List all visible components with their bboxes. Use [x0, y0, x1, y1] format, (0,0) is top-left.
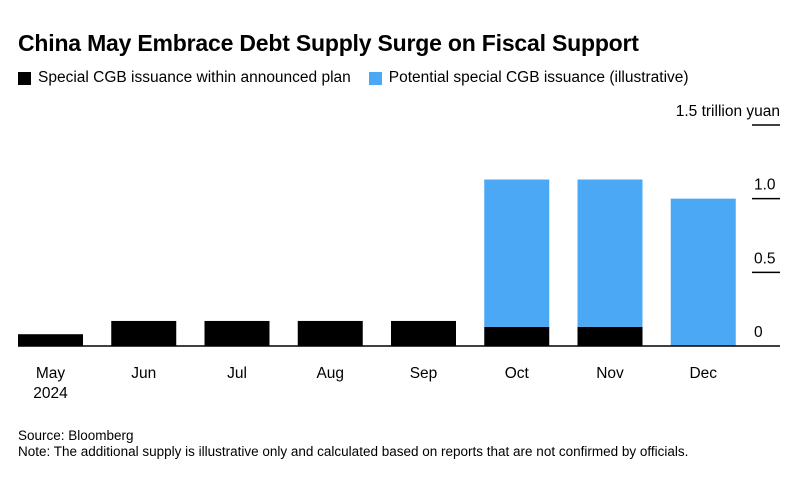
- legend-swatch-planned: [18, 71, 31, 85]
- chart-title: China May Embrace Debt Supply Surge on F…: [18, 30, 639, 56]
- x-tick-label: Oct: [505, 365, 530, 382]
- footer: Source: Bloomberg Note: The additional s…: [18, 428, 788, 460]
- x-tick-label: Aug: [316, 365, 344, 382]
- bar-dec-series-1: [670, 198, 736, 346]
- legend-item-planned: Special CGB issuance within announced pl…: [18, 69, 351, 87]
- legend-swatch-potential: [368, 71, 382, 85]
- bar-chart: May 2024 Jun Jul Aug Sep Oct Nov Dec 0 0.5 1.0 1.5 t…: [18, 103, 780, 402]
- legend-label-potential: Potential special CGB issuance (illustra…: [388, 69, 689, 86]
- bar-jul-series-0: [204, 320, 270, 346]
- bar-may-series-0: [18, 334, 83, 346]
- y-tick-label: 1.5 trillion yuan: [676, 103, 780, 120]
- x-tick-label: Jun: [131, 365, 156, 382]
- source-text: Source: Bloomberg: [18, 428, 134, 443]
- bar-nov-series-0: [577, 326, 643, 346]
- bar-nov-series-1: [577, 179, 643, 327]
- legend-item-potential: Potential special CGB issuance (illustra…: [368, 69, 689, 87]
- y-tick-label: 0.5: [754, 250, 776, 267]
- x-tick-label: Dec: [689, 365, 717, 382]
- x-tick-label: Sep: [410, 365, 438, 382]
- y-tick-label: 0: [754, 324, 763, 341]
- bar-aug-series-0: [297, 320, 363, 346]
- bar-oct-series-1: [484, 179, 550, 327]
- y-tick-label: 1.0: [754, 177, 776, 194]
- x-tick-label: Jul: [227, 365, 247, 382]
- bar-jun-series-0: [111, 320, 177, 346]
- legend: Special CGB issuance within announced pl…: [18, 69, 707, 87]
- x-tick-sublabel: 2024: [33, 385, 68, 402]
- x-tick-label: Nov: [596, 365, 624, 382]
- note-text: Note: The additional supply is illustrat…: [18, 444, 689, 459]
- bar-sep-series-0: [391, 320, 456, 346]
- legend-label-planned: Special CGB issuance within announced pl…: [38, 69, 351, 86]
- x-tick-label: May: [36, 365, 66, 382]
- bar-oct-series-0: [484, 326, 550, 346]
